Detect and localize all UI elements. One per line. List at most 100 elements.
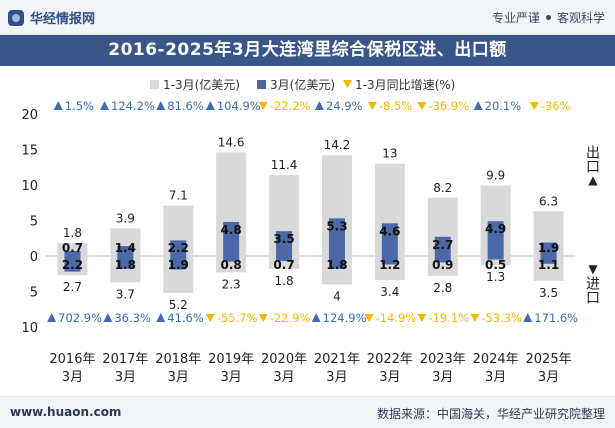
import-cumulative-label: 2.3 (222, 277, 241, 291)
export-cumulative-label: 9.9 (486, 169, 505, 183)
export-growth-label: -36.9% (428, 99, 469, 113)
export-growth-up-triangle (100, 101, 110, 110)
x-tick-label-month: 3月 (115, 370, 136, 385)
export-monthly-label: 2.7 (432, 238, 453, 252)
bullet-dot-icon (545, 15, 551, 20)
import-side-label: ▼ 进口 (583, 262, 603, 304)
x-tick-label-month: 3月 (62, 370, 83, 385)
export-cumulative-label: 8.2 (433, 181, 452, 195)
legend-swatch-cumulative (150, 80, 159, 89)
export-growth-down-triangle (258, 102, 268, 110)
y-tick-label: 0 (30, 250, 38, 265)
import-cumulative-label: 3.4 (380, 285, 399, 299)
export-monthly-bar (276, 231, 293, 256)
export-monthly-label: 4.6 (379, 224, 400, 238)
import-monthly-bar (64, 256, 81, 272)
import-growth-label: -55.7% (217, 311, 258, 325)
import-growth-up-triangle (47, 313, 57, 322)
brand[interactable]: 华经情报网 (8, 8, 95, 27)
export-cumulative-label: 13 (382, 147, 397, 161)
import-growth-label: -19.1% (428, 311, 469, 325)
export-monthly-bar (328, 218, 345, 256)
export-monthly-label: 4.9 (485, 222, 506, 236)
import-monthly-bar (328, 256, 345, 269)
import-cumulative-label: 3.7 (116, 287, 135, 301)
import-growth-label: -14.9% (376, 311, 417, 325)
export-monthly-bar (381, 223, 398, 256)
import-monthly-label: 1.8 (326, 258, 347, 272)
x-tick-label-month: 3月 (379, 370, 400, 385)
export-growth-up-triangle (205, 101, 215, 110)
import-monthly-label: 1.2 (379, 258, 400, 272)
export-monthly-label: 4.8 (221, 223, 242, 237)
export-monthly-label: 1.9 (538, 241, 559, 255)
slogan-left: 专业严谨 (491, 11, 540, 25)
import-monthly-label: 2.2 (62, 258, 83, 272)
export-growth-up-triangle (314, 101, 324, 110)
import-growth-down-triangle (364, 314, 374, 322)
x-tick-label-year: 2022年 (367, 352, 413, 367)
x-tick-label-year: 2024年 (473, 352, 519, 367)
export-up-arrow-icon: ▲ (588, 173, 598, 187)
import-label-text: 进口 (584, 276, 600, 304)
export-monthly-bar (487, 221, 504, 256)
export-side-label: 出口 ▲ (583, 145, 603, 187)
export-growth-label: -36% (541, 99, 571, 113)
import-monthly-bar (434, 256, 451, 263)
import-growth-up-triangle (523, 313, 533, 322)
export-growth-down-triangle (367, 102, 377, 110)
export-cumulative-label: 1.8 (63, 226, 82, 240)
export-cumulative-label: 11.4 (271, 158, 298, 172)
brand-logo-icon (8, 9, 24, 26)
y-tick-label: 5 (30, 286, 38, 301)
x-tick-label-month: 3月 (221, 370, 242, 385)
y-tick-label: 10 (21, 179, 38, 194)
import-cumulative-label: 2.8 (433, 281, 452, 295)
export-growth-down-triangle (529, 102, 539, 110)
brand-name: 华经情报网 (30, 12, 96, 27)
export-growth-label: -8.5% (379, 99, 412, 113)
import-monthly-label: 0.8 (221, 258, 242, 272)
footer-url[interactable]: www.huaon.com (10, 405, 122, 419)
export-growth-up-triangle (53, 101, 63, 110)
import-monthly-bar (223, 256, 240, 262)
x-tick-label-year: 2020年 (261, 352, 307, 367)
export-monthly-label: 1.4 (115, 241, 136, 255)
export-monthly-bar (117, 246, 134, 256)
export-monthly-bar (64, 251, 81, 256)
x-tick-label-month: 3月 (485, 370, 506, 385)
import-cumulative-label: 5.2 (169, 298, 188, 312)
import-growth-label: -53.3% (481, 311, 522, 325)
export-monthly-bar (170, 240, 187, 256)
import-monthly-label: 0.5 (485, 258, 506, 272)
import-growth-down-triangle (417, 314, 427, 322)
import-growth-up-triangle (311, 313, 321, 322)
export-growth-label: 81.6% (167, 99, 204, 113)
chart-title: 2016-2025年3月大连湾里综合保税区进、出口额 (0, 35, 615, 66)
import-cumulative-label: 4 (333, 289, 341, 303)
export-monthly-label: 0.7 (62, 241, 83, 255)
x-tick-label-year: 2018年 (155, 352, 201, 367)
chart-area: 1-3月(亿美元) 3月(亿美元) 1-3月同比增速(%) 20 15 10 5 0 5 10 1.… (21, 77, 578, 385)
legend-label-cumulative: 1-3月(亿美元) (163, 77, 240, 92)
import-growth-up-triangle (156, 313, 166, 322)
y-tick-label: 10 (21, 321, 38, 336)
import-monthly-bar (276, 256, 293, 261)
export-growth-label: 104.9% (217, 99, 261, 113)
y-tick-label: 20 (21, 108, 38, 123)
import-cumulative-label: 1.8 (275, 274, 294, 288)
legend-growth-down-triangle (343, 80, 352, 88)
export-growth-up-triangle (473, 101, 483, 110)
import-monthly-label: 1.1 (538, 258, 559, 272)
data-source: 数据来源：中国海关，华经产业研究院整理 (376, 407, 605, 421)
import-growth-label: 41.6% (167, 311, 204, 325)
export-monthly-bar (540, 242, 557, 256)
x-tick-label-year: 2016年 (49, 352, 95, 367)
export-cumulative-label: 3.9 (116, 211, 135, 225)
export-monthly-label: 3.5 (273, 232, 294, 246)
export-label-text: 出口 (584, 145, 600, 173)
export-monthly-label: 2.2 (168, 241, 189, 255)
slogan-right: 客观科学 (556, 11, 605, 25)
legend-swatch-monthly (257, 80, 266, 89)
import-growth-down-triangle (205, 314, 215, 322)
